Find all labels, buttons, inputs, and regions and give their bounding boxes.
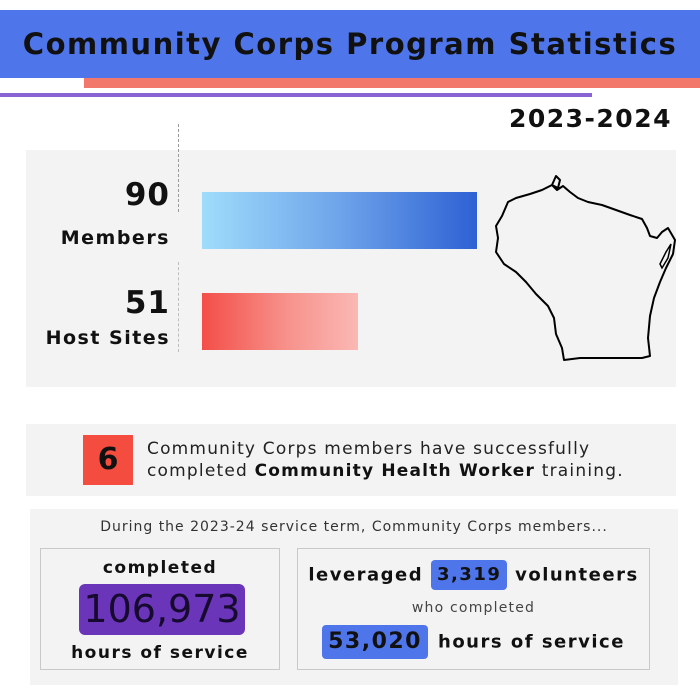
who-completed-label: who completed (411, 600, 536, 616)
accent-stripe-coral (84, 78, 700, 88)
cht-panel (26, 424, 676, 496)
volunteer-hours-value: 53,020 (322, 625, 428, 659)
completed-label: completed (102, 558, 218, 578)
bar-host-sites (202, 293, 358, 350)
cht-text-before: Community Corps members have successfull… (147, 439, 591, 481)
divider-line (178, 124, 179, 212)
value-label-host-sites: 51 (124, 285, 170, 321)
cht-text-after: training. (535, 461, 624, 481)
wisconsin-map-icon (495, 175, 676, 361)
leveraged-label: leveraged (308, 564, 424, 586)
hours-value: 106,973 (79, 584, 245, 635)
cht-text-bold: Community Health Worker (254, 461, 536, 481)
page-title: Community Corps Program Statistics (22, 27, 678, 61)
divider-line (178, 262, 179, 352)
header-band (0, 10, 700, 78)
volunteer-hours-label: hours of service (438, 631, 625, 653)
cht-text: Community Corps members have successfull… (147, 438, 667, 482)
cht-count-badge: 6 (83, 435, 133, 485)
volunteer-hours-line: 53,020 hours of service (297, 625, 650, 659)
year-label: 2023-2024 (508, 104, 672, 133)
service-intro: During the 2023-24 service term, Communi… (100, 519, 608, 535)
volunteers-label: volunteers (515, 564, 639, 586)
category-label-members: Members (60, 227, 170, 249)
category-label-host-sites: Host Sites (45, 327, 170, 349)
accent-stripe-purple (0, 93, 592, 97)
bar-members (202, 192, 477, 249)
volunteers-value: 3,319 (430, 560, 508, 590)
leveraged-line: leveraged 3,319 volunteers (297, 560, 650, 590)
hours-label: hours of service (71, 643, 249, 663)
value-label-members: 90 (124, 177, 170, 213)
